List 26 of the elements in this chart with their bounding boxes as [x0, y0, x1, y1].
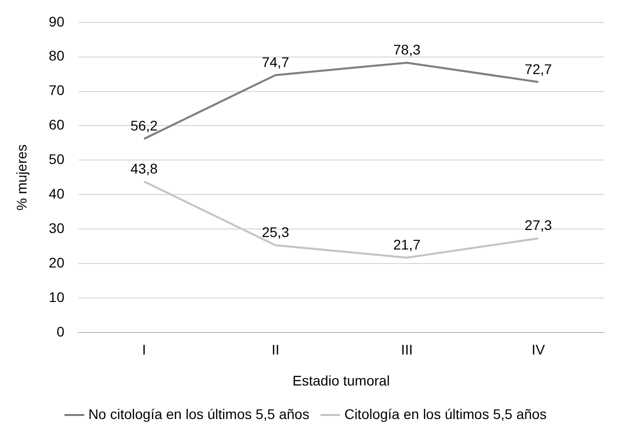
y-tick-label: 70: [48, 82, 65, 98]
y-tick-label: 30: [48, 220, 65, 236]
y-tick-label: 0: [56, 323, 65, 340]
data-label: 74,7: [262, 54, 290, 70]
y-tick-label: 40: [48, 185, 65, 202]
data-label: 21,7: [393, 236, 421, 253]
y-tick-label: 60: [48, 116, 65, 133]
y-axis-title: % mujeres: [13, 144, 30, 210]
x-tick-label: III: [401, 342, 413, 358]
data-label: 72,7: [524, 60, 552, 77]
y-tick-label: 10: [48, 288, 65, 305]
legend-label: Citología en los últimos 5,5 años: [344, 406, 547, 422]
data-label: 78,3: [393, 42, 421, 58]
y-tick-label: 50: [48, 151, 65, 168]
data-label: 27,3: [524, 217, 552, 234]
legend-label: No citología en los últimos 5,5 años: [88, 406, 310, 422]
y-tick-label: 80: [48, 48, 65, 64]
data-label: 56,2: [130, 118, 158, 134]
x-tick-label: IV: [532, 342, 546, 358]
x-axis-title: Estadio tumoral: [292, 372, 390, 388]
x-tick-label: II: [272, 342, 280, 358]
data-label: 25,3: [262, 224, 290, 240]
data-label: 43,8: [130, 160, 158, 176]
y-tick-label: 20: [48, 254, 65, 270]
x-tick-label: I: [142, 342, 146, 358]
y-tick-label: 90: [48, 13, 65, 30]
